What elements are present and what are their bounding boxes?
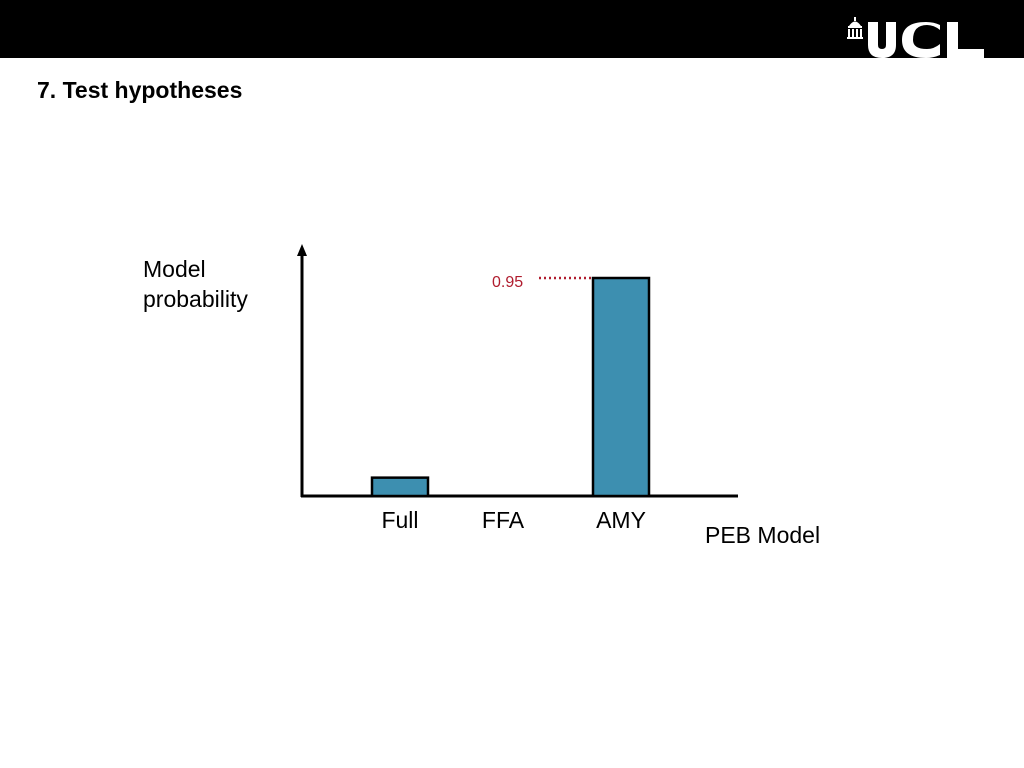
y-axis-label-line-1: Model [143,256,206,282]
y-axis-label-line-2: probability [143,286,248,312]
bar-full [370,476,430,498]
y-axis-arrow-icon [297,244,307,256]
x-tick-label-ffa: FFA [482,507,525,533]
bar-amy [591,276,651,498]
x-axis-label: PEB Model [705,522,820,548]
slide-title: 7. Test hypotheses [37,77,243,103]
portico-icon [847,17,863,39]
x-tick-label-amy: AMY [596,507,646,533]
annotation-value-label: 0.95 [492,274,523,291]
ucl-letters [868,22,984,58]
ucl-logo [847,17,984,58]
x-tick-label-full: Full [381,507,418,533]
y-axis-label: Model probability [143,256,248,312]
